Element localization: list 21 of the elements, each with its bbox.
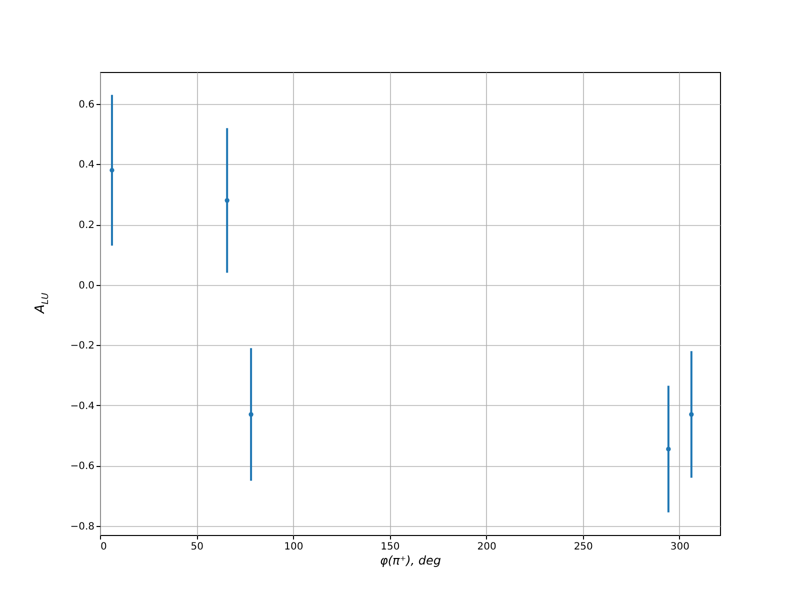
- x-tick-label: 50: [190, 542, 204, 552]
- y-tick-label: −0.8: [70, 521, 94, 532]
- y-tick-label: 0.2: [78, 220, 94, 232]
- x-tick-label: 0: [100, 542, 107, 552]
- y-tick-label: 0.6: [78, 99, 94, 110]
- point: [224, 198, 230, 203]
- x-tick-label: 150: [380, 542, 400, 552]
- point: [110, 168, 114, 173]
- point: [666, 446, 671, 452]
- y-tick-label: −0.4: [70, 400, 94, 412]
- point: [689, 412, 694, 417]
- y-tick-label: −0.6: [70, 461, 94, 472]
- point: [248, 412, 254, 417]
- y-tick-label: 0.0: [78, 280, 94, 292]
- x-axis-title: φ(π⁺), deg: [380, 554, 442, 568]
- y-tick-label: −0.2: [70, 340, 94, 352]
- x-tick-label: 250: [574, 542, 593, 552]
- x-tick-label: 300: [670, 542, 690, 552]
- x-tick-label: 100: [284, 542, 304, 552]
- x-tick-label: 200: [477, 542, 496, 552]
- y-tick-label: 0.4: [78, 160, 94, 171]
